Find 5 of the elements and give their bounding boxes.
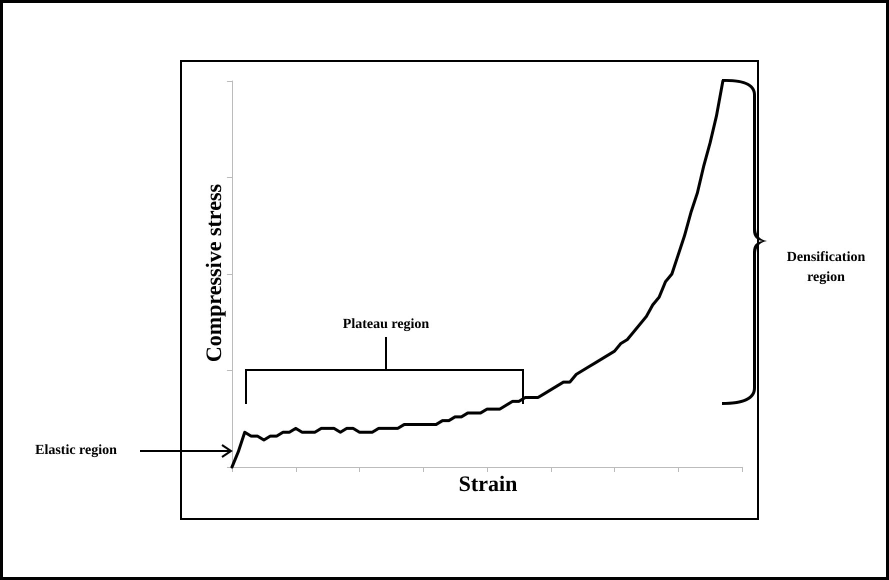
text: Densification region: [786, 249, 866, 287]
y-axis-title: Compressive stress: [201, 184, 227, 362]
x-axis-title: Strain: [458, 471, 518, 497]
annotation: Plateau region: [342, 317, 430, 333]
text: Elastic region: [35, 443, 117, 459]
